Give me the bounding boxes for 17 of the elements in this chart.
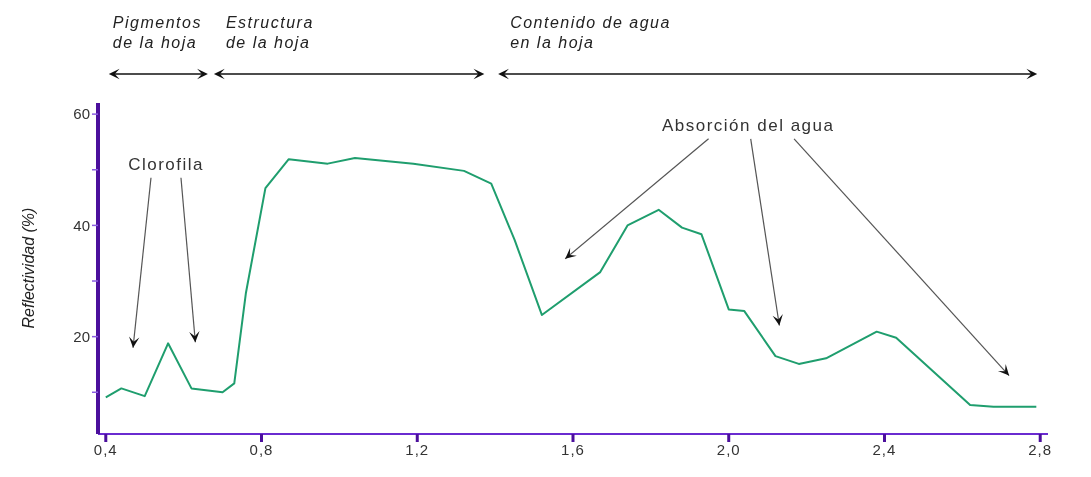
annotation: Absorción del agua	[661, 115, 835, 135]
y-tick-label: 60	[73, 105, 90, 123]
y-axis-title: Reflectividad (%)	[19, 207, 37, 329]
x-tick-label: 0,4	[93, 440, 118, 458]
line-series	[104, 157, 1038, 408]
text: Contenido de agua en la hoja	[510, 14, 671, 51]
text: Pigmentos de la hoja	[112, 14, 202, 51]
x-tick-label: 2,8	[1028, 440, 1053, 458]
x-tick-label: 1,2	[405, 440, 430, 458]
text: Estructura de la hoja	[225, 14, 314, 51]
x-tick-label: 2,4	[872, 440, 897, 458]
x-tick-label: 1,6	[561, 440, 585, 458]
y-tick-label: 40	[73, 216, 90, 234]
annotation: Clorofila	[128, 154, 205, 174]
x-tick-label: 0,8	[249, 440, 274, 458]
y-tick-label: 20	[73, 327, 90, 345]
x-tick-label: 2,0	[716, 440, 741, 458]
